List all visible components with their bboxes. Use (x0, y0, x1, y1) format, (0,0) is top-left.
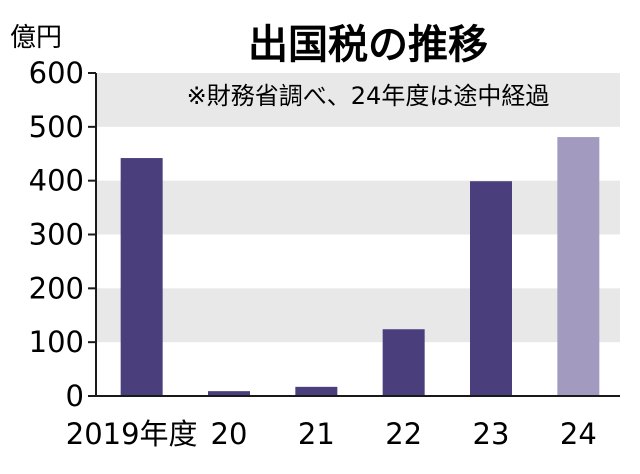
chart-subtitle: ※財務省調べ、24年度は途中経過 (187, 82, 550, 110)
x-tick-label: 23 (473, 417, 510, 451)
bar-24 (557, 137, 600, 397)
x-tick-label: 22 (385, 417, 422, 451)
x-tick-label: 2019年度 (66, 417, 198, 451)
y-tick-label: 300 (29, 218, 84, 252)
y-tick-label: 400 (29, 164, 84, 198)
x-tick-label: 24 (560, 417, 597, 451)
bar-21 (295, 386, 338, 396)
y-tick-label: 0 (66, 379, 84, 413)
bar-22 (382, 329, 425, 396)
y-tick-label: 100 (29, 325, 84, 359)
grid-band (96, 288, 620, 343)
y-unit-label: 億円 (10, 23, 62, 53)
grid-band (96, 180, 620, 235)
bars (120, 137, 600, 397)
y-tick-label: 200 (29, 271, 84, 305)
bar-23 (470, 181, 512, 396)
x-tick-label: 20 (211, 417, 248, 451)
y-tick-label: 500 (29, 110, 84, 144)
x-tick-label: 21 (298, 417, 335, 451)
grid-band (96, 73, 620, 127)
y-ticks: 0 100 200 300 400 500 600 (29, 56, 96, 413)
chart-title: 出国税の推移 (248, 22, 488, 68)
bar-2019年度 (120, 158, 163, 396)
y-tick-label: 600 (29, 56, 84, 90)
x-tick-labels: 2019年度 20 21 22 23 24 (66, 417, 597, 451)
grid-bands (96, 73, 620, 343)
bar-20 (208, 391, 250, 396)
